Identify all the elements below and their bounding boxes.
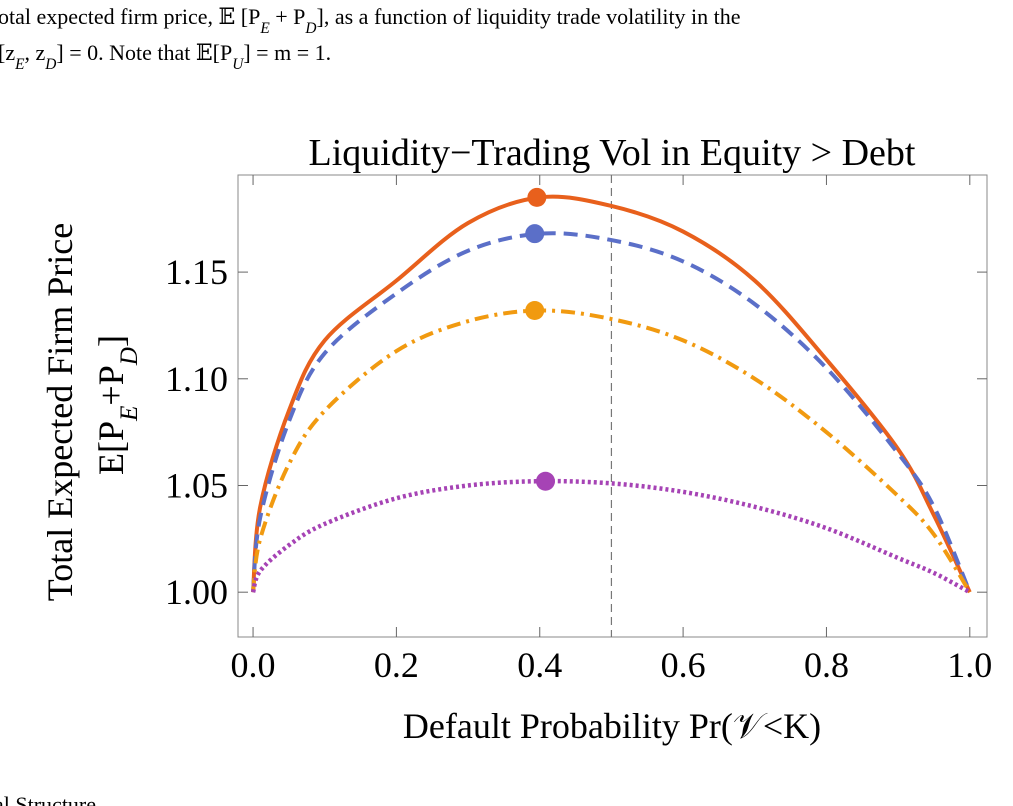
text-run: ] = 0. Note that 𝔼[P <box>56 40 232 65</box>
x-tick-label: 0.8 <box>804 645 849 685</box>
y-tick-label: 1.00 <box>165 572 228 612</box>
subscript: E <box>116 406 143 422</box>
y-axis-label: Total Expected Firm Price <box>40 223 80 601</box>
subscript: D <box>44 56 56 73</box>
text-run: ] = m = 1. <box>243 40 331 65</box>
text-run: [z <box>0 40 15 65</box>
subscript: E <box>259 20 270 37</box>
peak-marker <box>535 471 555 491</box>
peak-marker <box>527 187 547 207</box>
y-tick-label: 1.15 <box>165 252 228 292</box>
footer-text: al Structure <box>0 792 96 806</box>
text-run: ] <box>91 335 131 347</box>
x-tick-label: 0.2 <box>374 645 419 685</box>
text-run: , z <box>25 40 46 65</box>
subscript: U <box>232 56 244 73</box>
x-tick-label: 1.0 <box>947 645 992 685</box>
x-tick-label: 0.0 <box>231 645 276 685</box>
peak-marker <box>525 301 545 321</box>
x-tick-label: 0.6 <box>661 645 706 685</box>
x-axis-label: Default Probability Pr(𝒱<K) <box>403 706 821 746</box>
peak-marker <box>525 224 545 244</box>
series-line <box>251 308 972 594</box>
text-run: ], as a function of liquidity trade vola… <box>317 4 741 29</box>
text-run: E[P <box>91 421 131 475</box>
subscript: E <box>14 56 25 73</box>
text-run: + P <box>270 4 306 29</box>
subscript: D <box>304 20 316 37</box>
text-run: otal expected firm price, 𝔼 [P <box>0 4 260 29</box>
caption-line: otal expected firm price, 𝔼 [PE + PD], a… <box>0 4 741 37</box>
chart-title: Liquidity−Trading Vol in Equity > Debt <box>309 132 916 174</box>
y-tick-label: 1.05 <box>165 465 228 505</box>
series-line <box>251 194 972 594</box>
y-axis-label: E[PE+PD] <box>91 335 143 475</box>
series-line <box>250 478 971 595</box>
plot-frame <box>237 174 988 638</box>
y-tick-label: 1.10 <box>165 359 228 399</box>
caption-line: [zE, zD] = 0. Note that 𝔼[PU] = m = 1. <box>0 40 331 73</box>
x-tick-label: 0.4 <box>517 645 562 685</box>
text-run: +P <box>91 365 131 405</box>
subscript: D <box>116 347 143 366</box>
series-line <box>251 231 972 593</box>
